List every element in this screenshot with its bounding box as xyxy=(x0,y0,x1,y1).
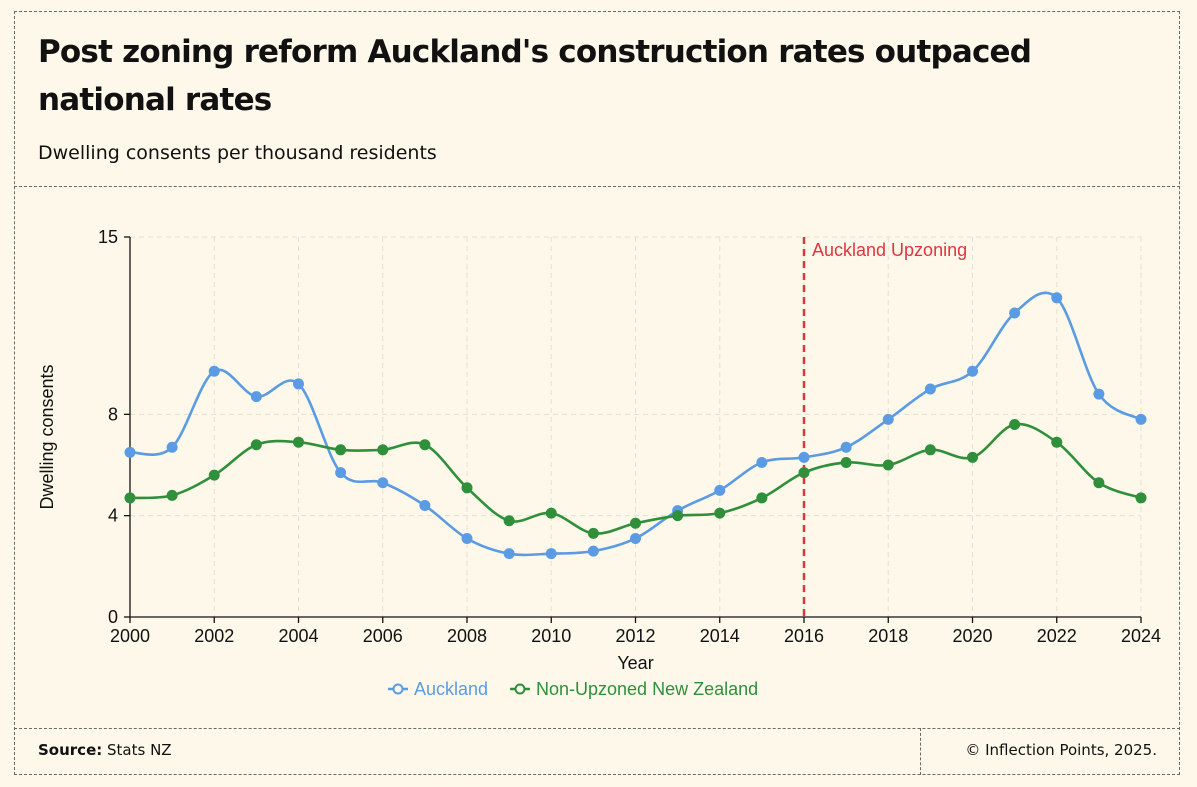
x-tick-label: 2004 xyxy=(278,626,318,646)
x-axis-title: Year xyxy=(617,653,653,673)
x-tick-label: 2024 xyxy=(1121,626,1161,646)
data-point-auckland xyxy=(924,383,936,395)
data-point-nz xyxy=(672,510,684,522)
data-point-auckland xyxy=(967,365,978,377)
legend-label-auckland: Auckland xyxy=(414,679,488,699)
data-point-auckland xyxy=(840,441,852,453)
footer-divider xyxy=(14,728,1180,729)
data-point-nz xyxy=(250,439,262,451)
legend: Auckland Non-Upzoned New Zealand xyxy=(388,679,758,699)
data-point-nz xyxy=(840,456,852,468)
source-note: Source: Stats NZ xyxy=(38,741,172,759)
data-point-nz xyxy=(714,507,726,519)
grid-lines xyxy=(129,236,1142,618)
data-point-nz xyxy=(419,439,431,451)
data-point-nz xyxy=(882,459,894,471)
data-point-auckland xyxy=(1135,413,1147,425)
data-point-auckland xyxy=(208,365,220,377)
header-divider xyxy=(14,186,1180,187)
legend-marker-nz xyxy=(514,683,526,695)
data-point-auckland xyxy=(419,500,431,512)
x-tick-label: 2016 xyxy=(784,626,824,646)
upzoning-label: Auckland Upzoning xyxy=(812,240,967,260)
data-point-nz xyxy=(1135,492,1147,504)
x-tick-label: 2002 xyxy=(194,626,234,646)
legend-marker-auckland xyxy=(392,683,404,695)
data-point-auckland xyxy=(545,548,557,560)
data-point-auckland xyxy=(1009,307,1021,319)
y-tick-label: 8 xyxy=(108,404,118,424)
data-point-auckland xyxy=(798,451,810,463)
data-point-auckland xyxy=(630,532,641,544)
data-point-nz xyxy=(293,436,304,448)
data-point-nz xyxy=(1009,418,1021,430)
data-point-nz xyxy=(1093,477,1105,489)
data-point-nz xyxy=(967,451,978,463)
y-axis-title: Dwelling consents xyxy=(37,364,57,509)
chart-subtitle: Dwelling consents per thousand residents xyxy=(38,142,437,164)
x-tick-label: 2008 xyxy=(447,626,487,646)
data-point-nz xyxy=(630,517,641,529)
chart-frame xyxy=(14,11,1180,775)
data-point-nz xyxy=(1051,436,1063,448)
x-tick-label: 2010 xyxy=(531,626,571,646)
y-tick-label: 0 xyxy=(108,607,118,627)
data-point-auckland xyxy=(1093,388,1105,400)
data-point-nz xyxy=(587,527,599,539)
data-point-auckland xyxy=(587,545,599,557)
data-point-nz xyxy=(798,467,810,479)
data-point-nz xyxy=(208,469,220,481)
data-point-nz xyxy=(756,492,768,504)
credit-note: © Inflection Points, 2025. xyxy=(965,741,1157,759)
footer-separator xyxy=(920,728,921,775)
x-tick-label: 2022 xyxy=(1037,626,1077,646)
data-point-auckland xyxy=(1051,292,1063,304)
data-point-nz xyxy=(335,444,347,456)
source-value: Stats NZ xyxy=(107,741,172,759)
data-point-auckland xyxy=(714,484,726,496)
data-point-nz xyxy=(124,492,136,504)
series-group xyxy=(124,291,1147,560)
axes: 2000 2002 2004 2006 2008 2010 2012 2014 2016 2018… xyxy=(37,227,1161,673)
data-point-nz xyxy=(166,489,178,501)
data-point-nz xyxy=(924,444,936,456)
x-tick-label: 2014 xyxy=(700,626,740,646)
data-point-auckland xyxy=(882,413,894,425)
y-tick-label: 4 xyxy=(108,506,118,526)
data-point-auckland xyxy=(461,532,473,544)
x-tick-label: 2000 xyxy=(110,626,150,646)
chart-title: Post zoning reform Auckland's constructi… xyxy=(38,34,1032,118)
data-point-auckland xyxy=(377,477,389,489)
data-point-nz xyxy=(503,515,515,527)
data-point-auckland xyxy=(335,467,347,479)
series-nz xyxy=(124,418,1147,539)
y-tick-label: 15 xyxy=(98,227,118,247)
data-point-nz xyxy=(377,444,389,456)
legend-label-nz: Non-Upzoned New Zealand xyxy=(536,679,758,699)
series-auckland xyxy=(124,291,1147,560)
data-point-nz xyxy=(545,507,557,519)
annotation-group: Auckland Upzoning xyxy=(802,237,967,617)
data-point-auckland xyxy=(166,441,178,453)
data-point-auckland xyxy=(124,446,136,458)
x-tick-label: 2006 xyxy=(363,626,403,646)
x-tick-label: 2020 xyxy=(952,626,992,646)
x-tick-label: 2018 xyxy=(868,626,908,646)
source-label: Source: xyxy=(38,741,103,759)
x-tick-label: 2012 xyxy=(615,626,655,646)
data-point-auckland xyxy=(756,456,768,468)
data-point-nz xyxy=(461,482,473,494)
data-point-auckland xyxy=(250,391,262,403)
data-point-auckland xyxy=(293,378,304,390)
data-point-auckland xyxy=(503,548,515,560)
